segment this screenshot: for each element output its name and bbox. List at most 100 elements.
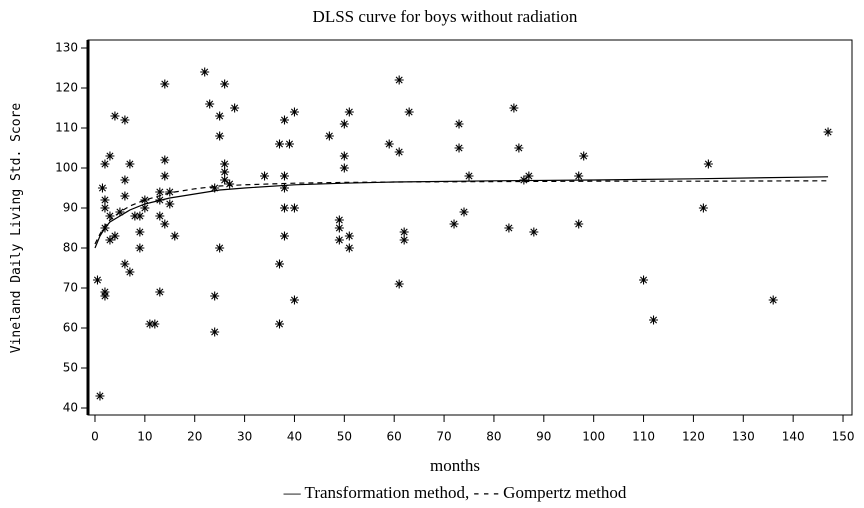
data-point [100, 287, 110, 297]
data-point [105, 211, 115, 221]
data-point [160, 171, 170, 181]
data-point [289, 107, 299, 117]
data-point [274, 139, 284, 149]
data-point [279, 203, 289, 213]
data-point [284, 139, 294, 149]
data-point [524, 171, 534, 181]
data-point [130, 211, 140, 221]
data-point [110, 111, 120, 121]
data-point [155, 287, 165, 297]
data-point [220, 175, 230, 185]
data-point [120, 191, 130, 201]
y-axis-label: Vineland Daily Living Std. Score [9, 103, 24, 354]
data-point [344, 243, 354, 253]
data-point [399, 235, 409, 245]
data-point [145, 319, 155, 329]
y-tick-label: 70 [63, 281, 78, 295]
data-point [289, 295, 299, 305]
data-point [279, 183, 289, 193]
data-point [279, 231, 289, 241]
x-tick-label: 10 [137, 430, 152, 444]
data-point [459, 207, 469, 217]
data-point [260, 171, 270, 181]
data-point [170, 231, 180, 241]
x-tick-label: 140 [782, 430, 805, 444]
y-tick-label: 50 [63, 361, 78, 375]
y-tick-label: 40 [63, 401, 78, 415]
data-point [454, 143, 464, 153]
y-tick-label: 60 [63, 321, 78, 335]
x-axis-label: months [430, 456, 480, 475]
data-point [125, 159, 135, 169]
data-point [509, 103, 519, 113]
data-point [155, 187, 165, 197]
data-point [579, 151, 589, 161]
data-point [100, 203, 110, 213]
data-point [105, 151, 115, 161]
data-point [165, 199, 175, 209]
x-tick-label: 40 [287, 430, 302, 444]
data-point [140, 203, 150, 213]
data-point [394, 279, 404, 289]
data-point [339, 119, 349, 129]
data-point [205, 99, 215, 109]
x-tick-label: 130 [732, 430, 755, 444]
data-point [768, 295, 778, 305]
data-point [639, 275, 649, 285]
data-point [220, 167, 230, 177]
data-point [279, 171, 289, 181]
data-point [165, 187, 175, 197]
data-point [225, 179, 235, 189]
data-point [334, 215, 344, 225]
data-point [150, 319, 160, 329]
data-point [160, 155, 170, 165]
data-point [100, 195, 110, 205]
y-tick-label: 130 [55, 41, 78, 55]
data-point [289, 203, 299, 213]
data-point [394, 75, 404, 85]
data-point [334, 223, 344, 233]
x-tick-label: 110 [632, 430, 655, 444]
data-point [140, 195, 150, 205]
data-point [120, 259, 130, 269]
x-tick-label: 20 [187, 430, 202, 444]
data-point [120, 175, 130, 185]
data-point [135, 243, 145, 253]
legend-caption: — Transformation method, - - - Gompertz … [283, 483, 627, 502]
data-point [135, 211, 145, 221]
data-point [210, 327, 220, 337]
data-point [324, 131, 334, 141]
x-tick-label: 120 [682, 430, 705, 444]
data-point [404, 107, 414, 117]
x-tick-label: 30 [237, 430, 252, 444]
data-point [504, 223, 514, 233]
chart-title: DLSS curve for boys without radiation [313, 7, 578, 26]
x-tick-label: 60 [387, 430, 402, 444]
data-point [279, 115, 289, 125]
data-point [334, 235, 344, 245]
data-point [210, 291, 220, 301]
x-tick-label: 70 [436, 430, 451, 444]
x-tick-label: 0 [91, 430, 99, 444]
data-point [344, 231, 354, 241]
data-point [344, 107, 354, 117]
data-point [105, 235, 115, 245]
data-point [449, 219, 459, 229]
data-point [115, 207, 125, 217]
data-point [454, 119, 464, 129]
data-point [95, 391, 105, 401]
data-point [399, 227, 409, 237]
plot-frame [87, 39, 853, 416]
data-point [220, 79, 230, 89]
data-point [274, 319, 284, 329]
y-tick-label: 90 [63, 201, 78, 215]
data-point [574, 171, 584, 181]
x-tick-label: 80 [486, 430, 501, 444]
data-point [135, 227, 145, 237]
data-point [574, 219, 584, 229]
data-point [215, 111, 225, 121]
fit-line [94, 180, 829, 245]
data-point [698, 203, 708, 213]
data-point [339, 163, 349, 173]
